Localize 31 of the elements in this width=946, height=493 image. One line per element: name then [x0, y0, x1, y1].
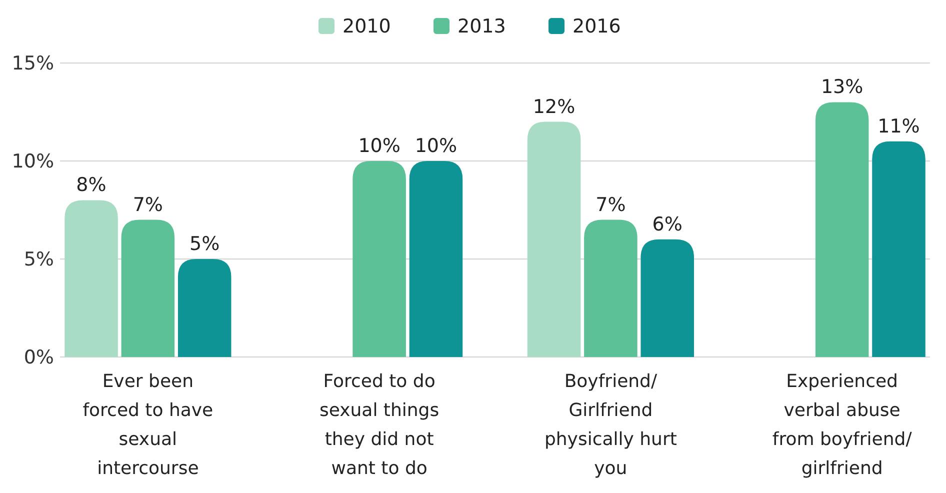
bar	[815, 102, 869, 357]
x-tick-label: Experienced verbal abuse from boyfriend/ girlfriend	[772, 371, 913, 479]
data-label: 10%	[358, 135, 400, 157]
data-label: 11%	[878, 115, 920, 138]
bar	[527, 122, 581, 357]
data-label: 5%	[190, 233, 220, 255]
bar	[584, 220, 638, 357]
data-label: 12%	[532, 96, 576, 118]
y-tick-label: 10%	[12, 150, 54, 173]
legend-label: 2016	[572, 16, 621, 38]
data-label: 7%	[132, 194, 164, 216]
y-tick-label: 0%	[24, 346, 54, 369]
x-tick-label: Ever been forced to have sexual intercourse	[82, 371, 214, 479]
data-label: 8%	[76, 174, 106, 196]
bar	[409, 161, 463, 357]
data-label: 13%	[820, 76, 864, 98]
bar	[640, 239, 694, 357]
bar	[872, 141, 926, 357]
data-label: 10%	[414, 135, 458, 157]
x-tick-label: Boyfriend/ Girlfriend physically hurt you	[544, 371, 677, 479]
bar	[121, 220, 175, 357]
y-tick-label: 15%	[12, 52, 54, 75]
x-tick-label: Forced to do sexual things they did not want to do	[319, 371, 440, 479]
data-label: 6%	[652, 213, 682, 236]
y-tick-label: 5%	[24, 248, 54, 271]
bar	[178, 259, 232, 357]
legend-label: 2010	[342, 16, 391, 38]
bar	[352, 161, 406, 357]
data-label: 7%	[596, 194, 626, 216]
legend-label: 2013	[458, 16, 506, 38]
bar	[64, 200, 118, 357]
